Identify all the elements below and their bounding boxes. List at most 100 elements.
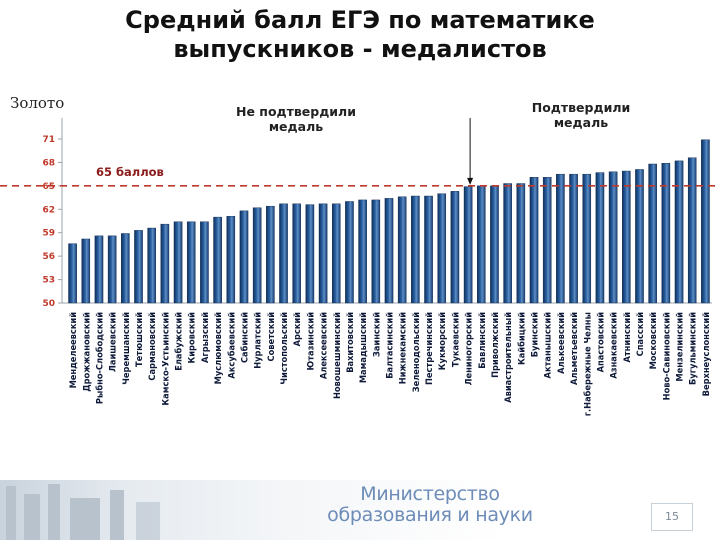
bar bbox=[186, 221, 196, 304]
category-label: Альметьевский bbox=[569, 312, 580, 385]
category-label: Алькеевский bbox=[556, 312, 567, 374]
bar bbox=[595, 172, 605, 304]
category-label: Новошешминский bbox=[332, 312, 343, 399]
bar bbox=[437, 193, 447, 304]
bar bbox=[200, 221, 209, 304]
bar bbox=[556, 173, 565, 304]
bar bbox=[279, 203, 288, 304]
category-label: Бавлинский bbox=[477, 312, 488, 369]
bar bbox=[635, 169, 644, 304]
category-label: Московский bbox=[648, 312, 659, 370]
y-tick-label: 65 bbox=[42, 182, 55, 192]
gold-label: Золото bbox=[10, 94, 65, 112]
bar bbox=[160, 223, 170, 304]
bar bbox=[318, 203, 328, 304]
bar bbox=[226, 216, 236, 304]
category-label: Актанышский bbox=[543, 312, 554, 379]
category-label: Буинский bbox=[530, 312, 541, 357]
category-label: Авиастроительный bbox=[503, 312, 514, 403]
divider-arrowhead bbox=[467, 177, 474, 185]
title-line-2: выпускников - медалистов bbox=[173, 35, 547, 63]
bar bbox=[582, 173, 592, 304]
category-label: Заинский bbox=[371, 312, 382, 357]
bar bbox=[516, 183, 526, 304]
bar bbox=[411, 195, 420, 304]
category-label: Кайбицкий bbox=[516, 312, 527, 365]
bar bbox=[252, 207, 262, 304]
category-label: Рыбно-Слободский bbox=[94, 312, 105, 404]
bar bbox=[266, 205, 275, 304]
category-label: Азнакаевский bbox=[609, 312, 620, 379]
bar bbox=[134, 230, 143, 304]
bar bbox=[305, 204, 315, 304]
bar bbox=[173, 221, 183, 304]
bar bbox=[239, 210, 249, 304]
bar bbox=[476, 185, 486, 304]
category-label: Агрызский bbox=[200, 312, 211, 363]
bar bbox=[661, 163, 671, 304]
ministry-logo-text: Министерство образования и науки bbox=[300, 484, 560, 526]
category-label: Нурлатский bbox=[253, 312, 264, 369]
confirmed-line-2: медаль bbox=[553, 115, 609, 130]
bar bbox=[345, 201, 354, 304]
y-tick-label: 71 bbox=[42, 135, 55, 145]
category-label: Балтасинский bbox=[385, 312, 396, 379]
not-confirmed-line-1: Не подтвердили bbox=[236, 104, 356, 119]
category-label: Тетюшский bbox=[134, 312, 145, 367]
category-label: Атнинский bbox=[622, 312, 633, 363]
ministry-line-1: Министерство bbox=[360, 483, 500, 505]
category-label: Приволжский bbox=[490, 312, 501, 378]
category-label: Ютазинский bbox=[305, 312, 316, 371]
bar bbox=[331, 203, 341, 304]
bar bbox=[542, 177, 552, 304]
category-label: Вахитовский bbox=[345, 312, 356, 373]
category-label: Аксубаевский bbox=[226, 312, 237, 379]
category-label: Тукаевский bbox=[450, 312, 461, 367]
bar bbox=[490, 185, 499, 304]
bar bbox=[674, 160, 684, 304]
category-label: Спасский bbox=[635, 312, 646, 357]
bars bbox=[68, 139, 710, 304]
confirmed-line-1: Подтвердили bbox=[531, 100, 631, 115]
category-label: Апастовский bbox=[595, 312, 606, 373]
bar bbox=[147, 227, 156, 304]
page-number: 15 bbox=[651, 503, 693, 531]
bar bbox=[292, 203, 302, 304]
category-label: Лаишевский bbox=[108, 312, 119, 372]
bar bbox=[94, 235, 104, 304]
bar bbox=[81, 238, 91, 304]
category-label: Сармановский bbox=[147, 312, 158, 381]
category-label: Верхнеуслонский bbox=[701, 312, 712, 397]
category-label: Камско-Устьинский bbox=[160, 312, 171, 406]
y-tick-label: 56 bbox=[42, 252, 55, 262]
bar bbox=[701, 139, 710, 304]
category-label: Кировский bbox=[187, 312, 198, 364]
category-label: Лениногорский bbox=[464, 312, 475, 386]
category-label: Бугульминский bbox=[688, 312, 699, 385]
ministry-line-2: образования и науки bbox=[327, 504, 533, 526]
category-label: Кукморский bbox=[437, 312, 448, 370]
category-label: г.Набережные Челны bbox=[582, 312, 593, 416]
bar bbox=[397, 196, 407, 304]
bar bbox=[424, 195, 433, 304]
category-label: Алексеевский bbox=[319, 312, 330, 379]
bar bbox=[608, 171, 618, 304]
category-label: Ново-Савиновский bbox=[661, 312, 672, 401]
category-label: Нижнекамский bbox=[398, 312, 409, 385]
category-label: Черемшанский bbox=[121, 312, 132, 385]
confirmed-note: Подтвердили медаль bbox=[506, 100, 656, 130]
bar bbox=[358, 199, 367, 304]
y-tick-label: 59 bbox=[42, 229, 55, 239]
annotations: 65 баллов bbox=[0, 118, 720, 187]
category-label: Мензелинский bbox=[675, 312, 686, 382]
bar bbox=[687, 157, 697, 304]
bar bbox=[463, 186, 473, 304]
category-label: Пестречинский bbox=[424, 312, 435, 385]
bar bbox=[107, 235, 117, 304]
bar bbox=[371, 199, 381, 304]
bar bbox=[503, 183, 512, 304]
footer-photo bbox=[0, 480, 720, 540]
category-label: Мамадышский bbox=[358, 312, 369, 383]
not-confirmed-note: Не подтвердили медаль bbox=[216, 104, 376, 134]
category-label: Арский bbox=[292, 312, 303, 347]
